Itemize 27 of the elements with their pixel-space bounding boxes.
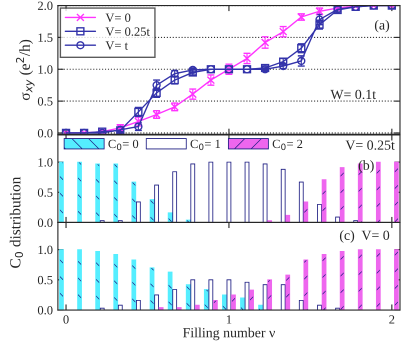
y-tick-label: 1.0 [38,246,53,254]
y-tick-label: 0.5 [38,276,53,284]
y-tick-label: 0.5 [38,97,53,106]
legend-label: V= 0 [106,13,130,22]
annotation: V= 0.25t [346,140,395,150]
y-axis-title: C$_{0}$ distribution [10,176,23,268]
annotation: (c) V= 0 [340,230,390,243]
x-tick-label: 1 [226,315,232,324]
y-tick-label: 1.0 [38,158,53,167]
legend-label: C$_{0}$= 2 [272,140,302,150]
y-axis-title: σ$_{xy}$ (e$^{2}$/h) [16,40,34,100]
legend-label: C$_{0}$= 0 [108,140,138,150]
y-tick-label: 0.5 [38,188,53,197]
legend-label: V= 0.25t [106,27,150,36]
y-tick-label: 2.0 [38,2,53,10]
y-tick-label: 0.0 [38,129,53,138]
y-tick-label: 0.0 [38,306,53,315]
x-axis-title: Filling number ν [182,328,275,340]
x-tick-label: 2 [389,315,394,324]
y-tick-label: 0.0 [38,218,53,227]
legend-label: V= t [106,41,128,50]
annotation: (a) [374,20,390,32]
y-tick-label: 1.0 [38,65,53,74]
annotation: W= 0.1t [330,90,376,100]
x-tick-label: 0 [63,315,69,324]
y-tick-label: 1.5 [38,33,53,42]
legend-label: C$_{0}$= 1 [190,140,220,150]
